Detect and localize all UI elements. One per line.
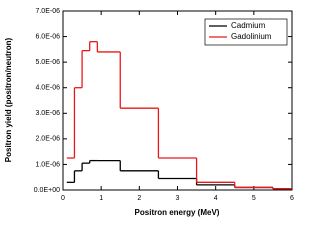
x-axis-title: Positron energy (MeV) — [135, 208, 220, 217]
legend-box — [204, 18, 288, 46]
y-tick-label: 4.0E-06 — [35, 85, 60, 92]
y-axis-title: Positron yield (positron/neutron) — [4, 37, 13, 162]
legend-text: Cadmium — [231, 21, 266, 30]
x-tick-label: 6 — [290, 195, 294, 202]
x-tick-label: 4 — [214, 195, 218, 202]
legend-text: Gadolinium — [231, 32, 272, 41]
y-tick-label: 0.0E+00 — [34, 187, 60, 194]
x-tick-label: 5 — [252, 195, 256, 202]
x-tick-label: 1 — [99, 195, 103, 202]
y-tick-label: 7.0E-06 — [35, 8, 60, 15]
x-tick-label: 3 — [176, 195, 180, 202]
y-tick-label: 2.0E-06 — [35, 136, 60, 143]
x-tick-label: 0 — [61, 195, 65, 202]
y-tick-label: 1.0E-06 — [35, 161, 60, 168]
chart: Positron energy (MeV) Positron yield (po… — [4, 8, 294, 217]
y-tick-label: 3.0E-06 — [35, 110, 60, 117]
y-tick-label: 6.0E-06 — [35, 33, 60, 40]
y-tick-label: 5.0E-06 — [35, 59, 60, 66]
x-tick-label: 2 — [137, 195, 141, 202]
